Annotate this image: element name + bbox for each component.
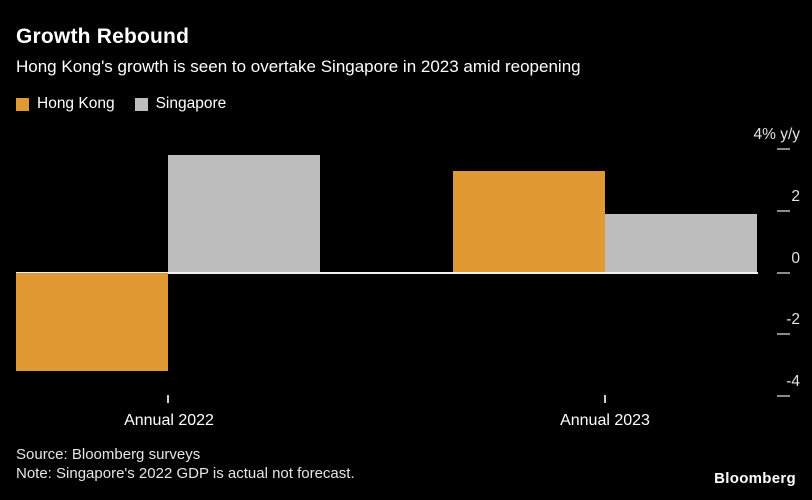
zero-baseline	[16, 271, 758, 274]
chart-legend: Hong Kong Singapore	[16, 95, 226, 113]
singapore-swatch-icon	[134, 97, 148, 111]
page-title: Growth Rebound	[16, 25, 190, 48]
note-text: Note: Singapore's 2022 GDP is actual not…	[16, 465, 355, 482]
y-tick-dash-icon	[777, 209, 790, 212]
x-label-annual-2022: Annual 2022	[124, 412, 214, 429]
x-label-annual-2023: Annual 2023	[560, 412, 650, 429]
chart-subtitle: Hong Kong's growth is seen to overtake S…	[16, 57, 581, 76]
y-tick-label-2: 2	[791, 187, 800, 205]
y-tick-label-0: 0	[791, 249, 800, 267]
y-tick-dash-icon	[777, 271, 790, 274]
plot-area	[16, 140, 758, 405]
bar-hong-kong-annual-2022	[16, 272, 168, 372]
bloomberg-logo: Bloomberg	[714, 470, 796, 487]
y-tick-label--2: -2	[786, 311, 800, 329]
y-tick-label--4: -4	[786, 372, 800, 390]
legend-label-hong-kong: Hong Kong	[37, 95, 115, 112]
bar-hong-kong-annual-2023	[453, 170, 605, 273]
bar-singapore-annual-2022	[168, 155, 320, 273]
bar-singapore-annual-2023	[605, 213, 757, 273]
source-text: Source: Bloomberg surveys	[16, 446, 201, 463]
legend-label-singapore: Singapore	[155, 95, 227, 112]
y-tick-label-4: 4% y/y	[753, 126, 800, 144]
y-tick-dash-icon	[777, 148, 790, 151]
x-tick-annual-2023	[604, 395, 606, 403]
y-tick-dash-icon	[777, 333, 790, 336]
hong-kong-swatch-icon	[16, 97, 29, 111]
legend-item-hong-kong: Hong Kong	[16, 95, 115, 113]
y-axis: 4% y/y 2 0 -2 -4	[730, 126, 800, 405]
legend-item-singapore: Singapore	[134, 95, 227, 113]
y-tick-dash-icon	[777, 394, 790, 397]
x-tick-annual-2022	[167, 395, 169, 403]
